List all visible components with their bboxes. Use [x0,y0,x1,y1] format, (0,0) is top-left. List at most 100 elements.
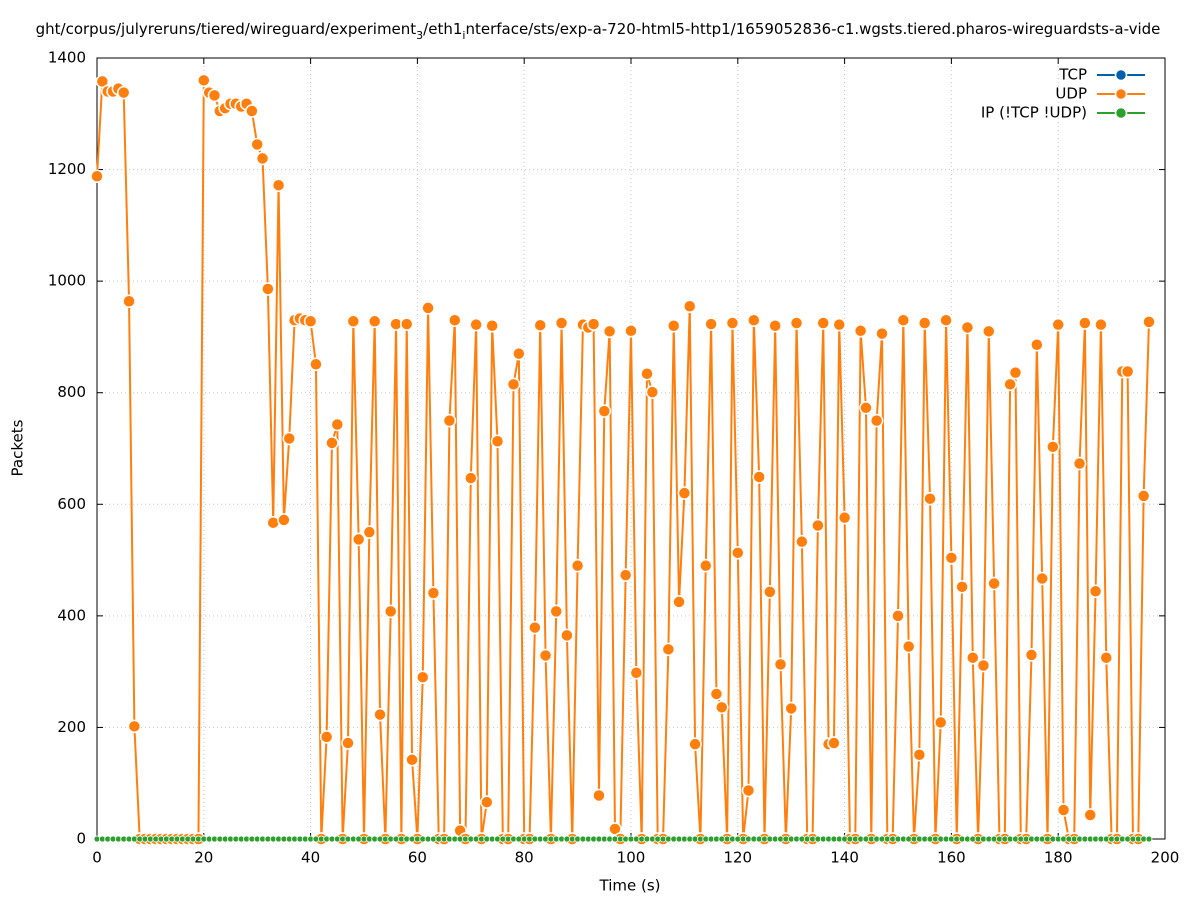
y-tick-label: 1200 [48,160,86,178]
y-tick-label: 600 [57,495,86,513]
x-tick-label: 40 [301,849,320,867]
x-tick-label: 100 [617,849,646,867]
data-point [944,551,959,565]
data-point [1078,316,1092,330]
data-point [752,470,766,484]
data-point [383,604,398,619]
data-point [832,317,847,332]
data-point [912,748,927,762]
data-point [485,319,499,333]
x-tick-label: 80 [515,849,534,867]
x-tick-label: 20 [194,849,213,867]
data-point [939,313,953,327]
data-point [549,604,563,619]
data-point [341,736,355,750]
legend-marker [1114,106,1128,120]
data-point [688,737,702,751]
data-point [811,518,825,533]
data-point [682,299,697,313]
legend-marker [1114,68,1128,82]
data-point [197,73,211,88]
data-point [1008,365,1023,380]
y-tick-label: 400 [57,606,86,624]
data-point [490,434,505,448]
legend-label: UDP [1055,85,1087,103]
data-point [1051,317,1065,332]
data-point [859,401,873,415]
data-point [629,666,644,680]
data-point [677,486,692,500]
data-point [533,318,547,332]
data-point [442,413,457,428]
x-tick-label: 140 [830,849,859,867]
data-point [773,657,788,672]
data-point [255,151,270,166]
data-point [624,324,638,338]
data-point [923,491,937,506]
data-point [1003,377,1017,392]
data-point [1120,364,1135,379]
data-point [351,532,366,547]
y-tick-label: 0 [76,830,86,848]
data-point [367,314,382,329]
data-point [747,313,761,327]
legend-label: TCP [1058,66,1087,84]
data-point [325,436,339,450]
data-point [277,513,291,527]
data-point [725,316,740,330]
data-point [731,546,745,560]
data-point [271,178,286,192]
data-point [319,730,334,744]
data-point [869,413,884,428]
data-point [1088,584,1103,599]
legend-label: IP (!TCP !UDP) [981,104,1087,122]
data-point [448,313,462,327]
data-point [570,558,585,573]
data-point [875,326,889,341]
data-point [1145,835,1153,843]
data-point [816,316,830,330]
data-point [592,788,606,803]
x-axis-label: Time (s) [599,877,661,895]
data-point [784,701,798,716]
data-point [362,525,377,539]
title-part: ght/corpus/julyreruns/tiered/wireguard/e… [36,20,417,38]
data-point [661,642,676,657]
data-point [127,719,142,734]
data-point [1099,650,1114,665]
data-point [789,316,804,330]
data-point [1024,648,1039,662]
data-point [1142,315,1156,329]
x-tick-label: 180 [1044,849,1073,867]
data-point [512,346,526,361]
data-point [597,404,612,418]
data-point [1072,456,1087,471]
y-tick-label: 800 [57,383,86,401]
data-point [528,620,542,635]
data-point [480,795,494,809]
data-point [709,687,724,701]
data-point [560,628,574,643]
data-point [399,317,414,331]
data-point [405,753,419,767]
x-tick-label: 60 [408,849,427,867]
data-point [250,137,264,152]
data-point [469,317,483,332]
x-tick-label: 160 [937,849,966,867]
data-point [602,324,617,339]
data-point [330,417,345,432]
y-tick-label: 1000 [48,272,86,290]
data-point [426,586,441,600]
data-point [666,319,681,333]
data-point [282,431,296,446]
data-point [122,294,136,308]
y-axis-label: Packets [9,419,27,476]
data-point [1136,489,1151,503]
title-part: nterface/sts/exp-a-720-html5-http1/16590… [465,20,1160,38]
data-point [896,313,911,327]
data-point [966,650,980,665]
title-subscript: i [462,29,465,42]
y-tick-label: 1400 [48,49,86,67]
data-point [1083,808,1097,822]
